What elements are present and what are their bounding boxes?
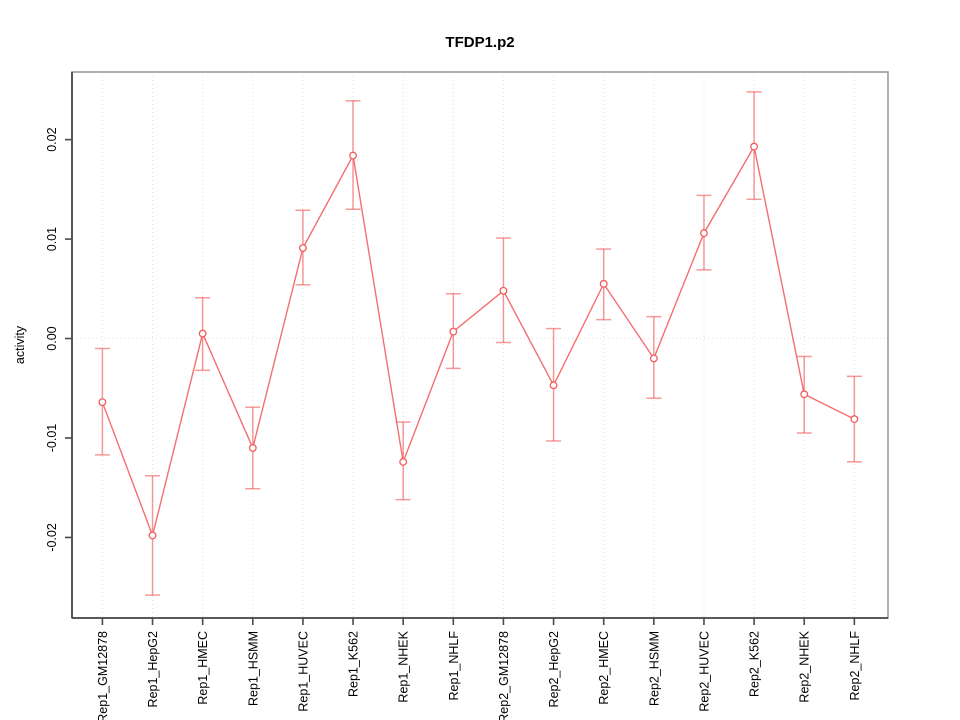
x-tick-label: Rep1_K562: [347, 631, 361, 697]
data-point: [649, 354, 658, 363]
plot-border: [71, 71, 889, 619]
x-tick-label: Rep2_K562: [748, 631, 762, 697]
chart-title: TFDP1.p2: [445, 34, 514, 51]
y-tick-label: -0.01: [45, 424, 59, 453]
x-tick-label: Rep2_HepG2: [547, 631, 561, 707]
x-tick-label: Rep2_HMEC: [597, 631, 611, 705]
data-point: [349, 151, 357, 160]
x-tick-label: Rep1_GM12878: [96, 631, 110, 720]
data-point: [850, 415, 859, 424]
data-point: [198, 329, 207, 338]
data-point: [148, 531, 157, 540]
data-point: [800, 390, 809, 399]
x-tick-label: Rep1_NHEK: [397, 630, 411, 702]
data-point: [449, 327, 458, 336]
y-axis-label: activity: [13, 325, 27, 364]
y-tick-label: 0.00: [45, 326, 59, 350]
y-tick-label: 0.01: [45, 227, 59, 251]
x-tick-label: Rep2_NHLF: [848, 631, 862, 701]
series-line: [101, 144, 855, 538]
plot-area: 0.02 0.01 0.00 -0.01 -0.02 Rep1_GM12878 Rep1_H…: [45, 71, 889, 720]
x-tick-label: Rep1_HepG2: [146, 631, 160, 707]
y-tick-label: 0.02: [45, 127, 59, 151]
data-point: [399, 457, 408, 466]
data-point: [248, 443, 257, 452]
y-tick-label: -0.02: [45, 523, 59, 552]
x-tick-label: Rep1_HUVEC: [296, 631, 310, 712]
data-point: [599, 279, 608, 288]
x-tick-label: Rep2_GM12878: [497, 631, 511, 720]
data-point: [298, 244, 307, 252]
data-point: [700, 229, 708, 238]
data-point: [750, 142, 759, 151]
x-tick-label: Rep2_HUVEC: [697, 631, 711, 712]
data-point: [549, 381, 558, 390]
x-tick-label: Rep1_HSMM: [246, 631, 260, 706]
data-point: [499, 286, 508, 295]
x-tick-label: Rep1_HMEC: [196, 631, 210, 705]
data-point: [98, 398, 107, 407]
x-tick-label: Rep2_HSMM: [647, 631, 661, 706]
x-tick-label: Rep1_NHLF: [447, 631, 461, 701]
x-tick-label: Rep2_NHEK: [798, 630, 812, 702]
